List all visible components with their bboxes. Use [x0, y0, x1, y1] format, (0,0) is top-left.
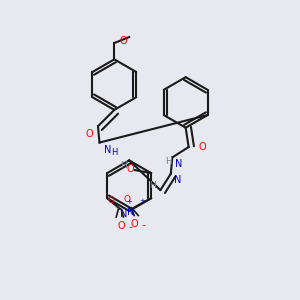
Text: N: N	[174, 175, 181, 185]
Text: N: N	[175, 159, 183, 169]
Text: O: O	[131, 219, 139, 229]
Text: O: O	[107, 196, 114, 205]
Text: O: O	[118, 220, 125, 231]
Text: N: N	[104, 145, 111, 155]
Text: O: O	[120, 36, 127, 46]
Text: O: O	[86, 129, 94, 139]
Text: H: H	[165, 158, 172, 166]
Text: H: H	[149, 181, 155, 190]
Text: H: H	[120, 161, 127, 170]
Text: +: +	[126, 199, 132, 205]
Text: N: N	[127, 207, 134, 217]
Text: O: O	[123, 195, 130, 204]
Text: N: N	[120, 209, 128, 219]
Text: O: O	[198, 142, 206, 152]
Text: +: +	[139, 198, 145, 204]
Text: H: H	[111, 148, 117, 157]
Text: -: -	[128, 222, 132, 232]
Text: -: -	[141, 220, 145, 231]
Text: O: O	[126, 164, 134, 175]
